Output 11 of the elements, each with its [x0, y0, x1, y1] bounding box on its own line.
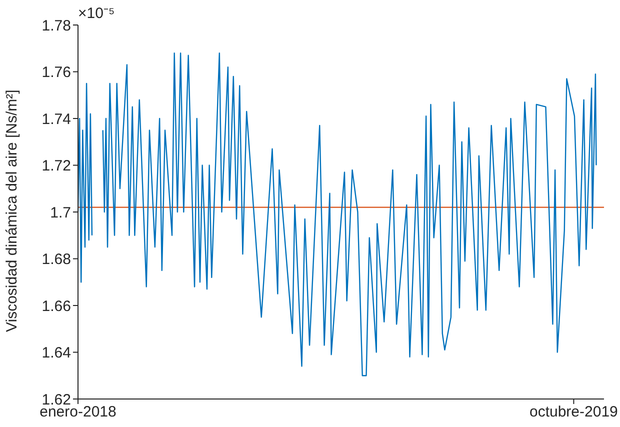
- y-tick-label: 1.7: [50, 204, 71, 222]
- text: ×10⁻⁵: [78, 4, 115, 22]
- y-tick-label: 1.72: [42, 158, 71, 175]
- y-axis-title: Viscosidad dinámica del aire [Ns/m²]: [3, 90, 20, 332]
- y-tick-label: 1.76: [42, 64, 71, 82]
- y-tick-label: 1.68: [42, 251, 71, 268]
- y-tick-label: 1.78: [42, 17, 71, 34]
- y-tick-label: 1.64: [42, 344, 71, 362]
- y-tick-label: 1.74: [42, 110, 71, 128]
- y-tick-label: 1.66: [42, 298, 71, 315]
- x-tick-label: octubre-2019: [529, 404, 618, 421]
